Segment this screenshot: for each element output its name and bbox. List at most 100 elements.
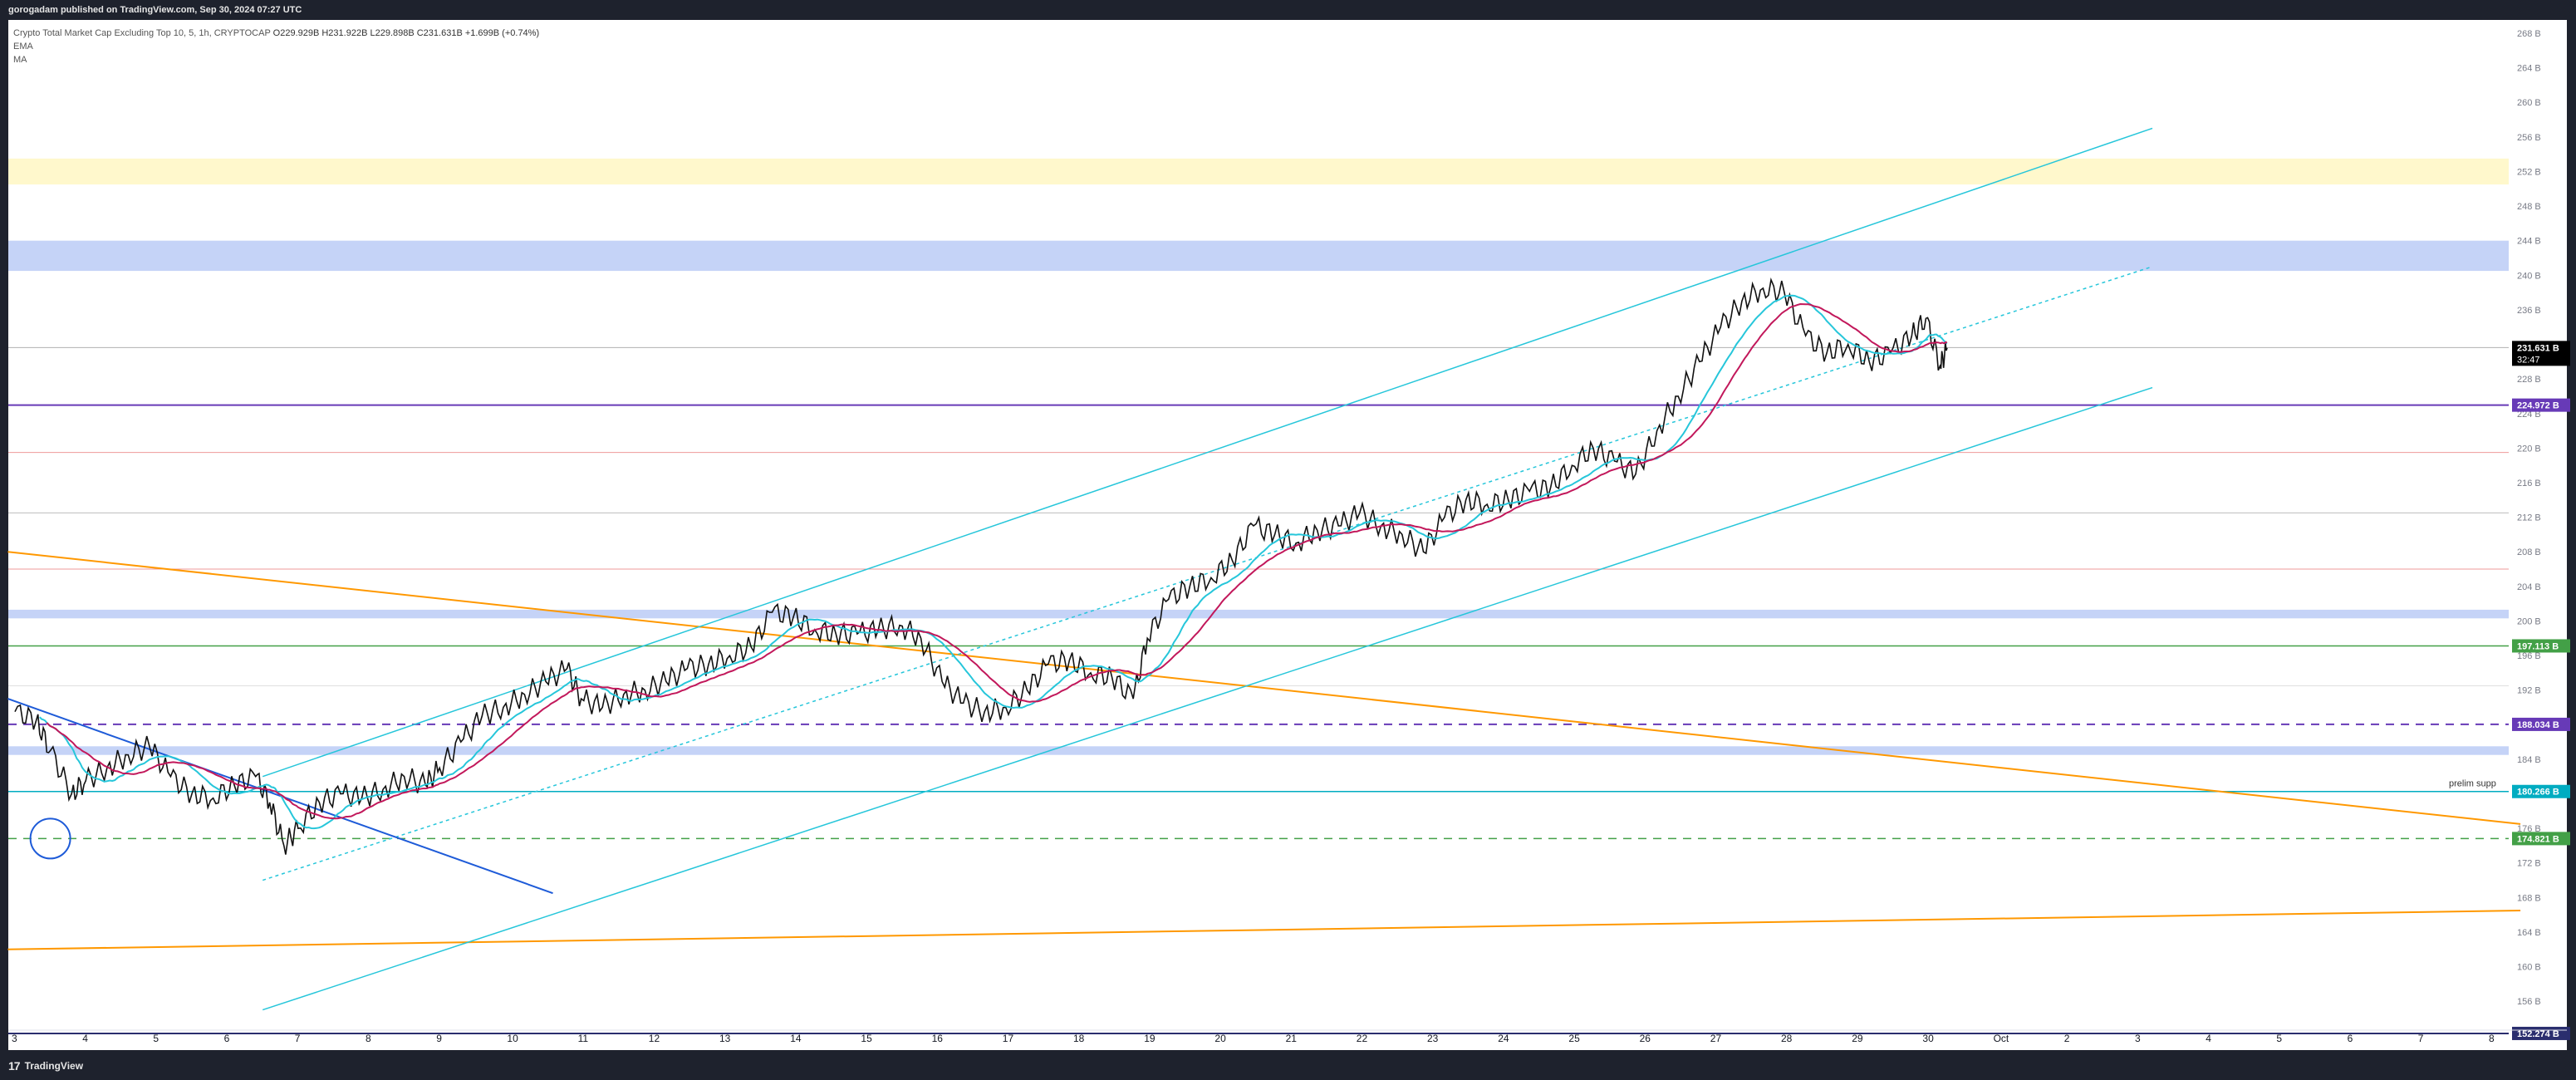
x-tick-label: 12: [649, 1033, 660, 1044]
price-label: 197.113 B: [2517, 641, 2559, 651]
header-bar: gorogadam published on TradingView.com, …: [0, 0, 2576, 20]
y-tick-label: 172 B: [2517, 859, 2541, 869]
y-tick-label: 204 B: [2517, 582, 2541, 592]
x-tick-label: 17: [1003, 1033, 1014, 1044]
x-tick-label: 24: [1498, 1033, 1509, 1044]
y-tick-label: 264 B: [2517, 64, 2541, 74]
ema-line[interactable]: [39, 294, 1948, 830]
y-tick-label: 228 B: [2517, 375, 2541, 385]
x-tick-label: 6: [2348, 1033, 2353, 1044]
x-tick-label: 7: [2418, 1033, 2424, 1044]
y-tick-label: 256 B: [2517, 133, 2541, 143]
y-tick-label: 184 B: [2517, 755, 2541, 765]
price-label: 231.631 B: [2517, 343, 2559, 353]
y-tick-label: 268 B: [2517, 29, 2541, 39]
y-tick-label: 252 B: [2517, 167, 2541, 177]
x-tick-label: 19: [1144, 1033, 1156, 1044]
zone-3[interactable]: [8, 746, 2509, 755]
price-label-box: [2512, 639, 2570, 653]
y-tick-label: 160 B: [2517, 963, 2541, 973]
x-tick-label: 11: [578, 1033, 589, 1044]
x-tick-label: 30: [1922, 1033, 1934, 1044]
x-tick-label: 3: [12, 1033, 17, 1044]
x-tick-label: 16: [932, 1033, 944, 1044]
chart-legend: Crypto Total Market Cap Excluding Top 10…: [13, 27, 539, 66]
price-label-box: [2512, 717, 2570, 731]
x-tick-label: 20: [1214, 1033, 1226, 1044]
x-tick-label: 9: [436, 1033, 442, 1044]
y-tick-label: 216 B: [2517, 479, 2541, 488]
orange-trendline-up[interactable]: [7, 909, 2521, 950]
x-tick-label: 28: [1781, 1033, 1793, 1044]
zone-1[interactable]: [8, 240, 2509, 272]
y-tick-label: 164 B: [2517, 928, 2541, 938]
ma-line[interactable]: [46, 302, 1947, 820]
x-tick-label: 6: [224, 1033, 230, 1044]
y-tick-label: 260 B: [2517, 98, 2541, 108]
x-tick-label: 23: [1427, 1033, 1439, 1044]
x-tick-label: Oct: [1994, 1033, 2009, 1044]
y-tick-label: 244 B: [2517, 237, 2541, 247]
price-candles-path[interactable]: [14, 277, 1948, 855]
price-label: 188.034 B: [2517, 720, 2559, 730]
footer-brand: TradingView: [24, 1060, 84, 1072]
price-label-box: [2512, 341, 2570, 366]
price-label-box: [2512, 832, 2570, 846]
y-tick-label: 236 B: [2517, 306, 2541, 316]
x-tick-label: 29: [1852, 1033, 1863, 1044]
x-tick-label: 13: [719, 1033, 731, 1044]
x-tick-label: 10: [507, 1033, 518, 1044]
x-tick-label: 3: [2135, 1033, 2141, 1044]
x-tick-label: 8: [366, 1033, 371, 1044]
legend-indicator-ma[interactable]: MA: [13, 55, 27, 65]
x-tick-label: 18: [1073, 1033, 1085, 1044]
y-tick-label: 168 B: [2517, 893, 2541, 903]
price-label: 224.972 B: [2517, 401, 2559, 411]
legend-ohlc-values: O229.929B H231.922B L229.898B C231.631B …: [272, 28, 540, 38]
y-tick-label: 196 B: [2517, 651, 2541, 661]
published-info: gorogadam published on TradingView.com, …: [8, 5, 302, 15]
x-tick-label: 22: [1357, 1033, 1368, 1044]
channel-lower-line[interactable]: [262, 386, 2153, 1011]
x-tick-label: 15: [861, 1033, 872, 1044]
zone-2[interactable]: [8, 609, 2509, 619]
y-tick-label: 156 B: [2517, 997, 2541, 1007]
channel-upper-line[interactable]: [262, 127, 2153, 778]
tradingview-logo-icon: 17: [8, 1059, 21, 1073]
x-tick-label: 26: [1640, 1033, 1651, 1044]
x-tick-label: 8: [2489, 1033, 2495, 1044]
y-tick-label: 208 B: [2517, 547, 2541, 557]
price-label-box: [2512, 784, 2570, 798]
x-tick-label: 5: [2276, 1033, 2282, 1044]
tradingview-logo[interactable]: 17 TradingView: [8, 1053, 83, 1079]
price-label: 152.274 B: [2517, 1029, 2559, 1039]
zone-0[interactable]: [8, 158, 2509, 185]
price-label: 180.266 B: [2517, 788, 2559, 798]
y-tick-label: 212 B: [2517, 513, 2541, 523]
x-tick-label: 27: [1710, 1033, 1722, 1044]
price-label: 174.821 B: [2517, 834, 2559, 844]
y-tick-label: 200 B: [2517, 616, 2541, 626]
x-tick-label: 2: [2064, 1033, 2070, 1044]
orange-trendline-down[interactable]: [7, 551, 2521, 825]
price-chart[interactable]: 268 B 264 B 260 B 256 B 252 B 248 B 244 B 240 B…: [0, 0, 2576, 1053]
legend-symbol-row: Crypto Total Market Cap Excluding Top 10…: [13, 27, 539, 40]
channel-mid-dotted-line[interactable]: [262, 266, 2153, 881]
x-tick-label: 7: [295, 1033, 301, 1044]
price-label-countdown: 32:47: [2517, 355, 2540, 365]
y-tick-label: 176 B: [2517, 824, 2541, 834]
legend-symbol[interactable]: Crypto Total Market Cap Excluding Top 10…: [13, 28, 271, 38]
circle-marker[interactable]: [29, 817, 71, 860]
x-tick-label: 21: [1286, 1033, 1298, 1044]
y-tick-label: 220 B: [2517, 444, 2541, 454]
x-tick-label: 25: [1568, 1033, 1580, 1044]
y-tick-label: 224 B: [2517, 410, 2541, 420]
y-tick-label: 240 B: [2517, 271, 2541, 281]
price-label-box: [2512, 398, 2570, 412]
x-tick-label: 4: [82, 1033, 88, 1044]
legend-indicator-ema[interactable]: EMA: [13, 42, 33, 52]
y-tick-label: 248 B: [2517, 202, 2541, 212]
x-tick-label: 14: [790, 1033, 802, 1044]
x-tick-label: 4: [2206, 1033, 2211, 1044]
y-tick-label: 192 B: [2517, 686, 2541, 696]
